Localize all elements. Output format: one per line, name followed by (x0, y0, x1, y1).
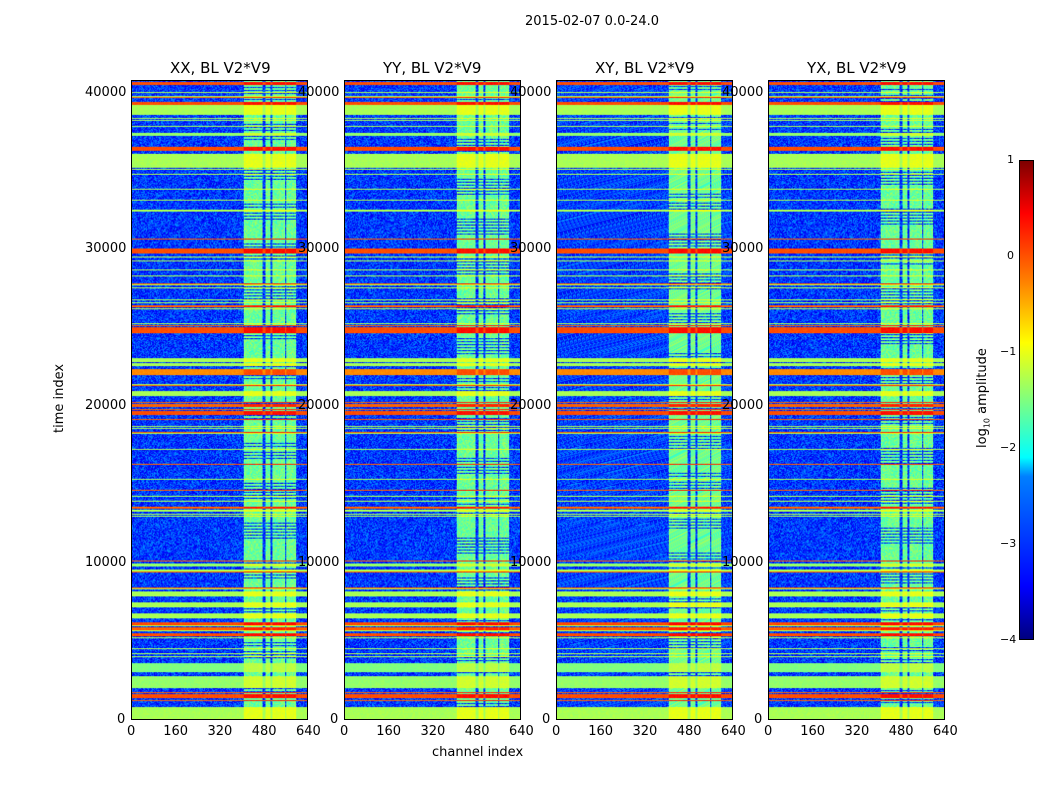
x-tick-label: 480 (464, 724, 490, 739)
x-tick-label: 320 (632, 724, 658, 739)
x-tick-label: 640 (933, 724, 958, 739)
y-tick-label: 0 (330, 712, 339, 727)
y-tick-label: 10000 (298, 555, 340, 571)
y-tick-label: 0 (117, 712, 126, 727)
x-tick-label: 320 (420, 724, 446, 739)
y-tick-label: 20000 (85, 398, 127, 414)
x-tick-label: 480 (251, 724, 277, 739)
y-tick-label: 40000 (722, 84, 764, 100)
figure-title: 2015-02-07 0.0-24.0 (525, 14, 659, 29)
panel-title: YX, BL V2*V9 (807, 59, 907, 77)
y-tick-label: 20000 (722, 398, 764, 414)
x-tick-label: 640 (721, 724, 746, 739)
x-tick-label: 320 (207, 724, 233, 739)
x-tick-label: 0 (340, 724, 349, 739)
x-tick-label: 640 (509, 724, 534, 739)
panel-title: YY, BL V2*V9 (383, 59, 482, 77)
y-tick-label: 30000 (510, 241, 552, 257)
heatmap-image (345, 81, 520, 719)
y-tick-label: 0 (754, 712, 763, 727)
y-tick-label: 30000 (85, 241, 127, 257)
y-tick-label: 40000 (298, 84, 340, 100)
y-tick-label: 40000 (510, 84, 552, 100)
colorbar-label: log10 amplitude (975, 348, 992, 448)
heatmap-image (769, 81, 944, 719)
x-tick-label: 480 (888, 724, 914, 739)
x-tick-label: 480 (676, 724, 702, 739)
y-tick-label: 30000 (298, 241, 340, 257)
x-tick-label: 320 (844, 724, 870, 739)
y-tick-label: 40000 (85, 84, 127, 100)
colorbar-tick-label: −2 (1000, 441, 1017, 454)
x-axis-label: channel index (432, 745, 524, 760)
x-tick-label: 160 (376, 724, 402, 739)
x-tick-label: 0 (127, 724, 136, 739)
heatmap-panel-2 (556, 80, 733, 720)
panel-title: XY, BL V2*V9 (595, 59, 695, 77)
y-tick-label: 20000 (510, 398, 552, 414)
heatmap-panel-3 (768, 80, 945, 720)
colorbar-tick-label: −3 (1000, 537, 1017, 550)
x-tick-label: 640 (296, 724, 321, 739)
x-tick-label: 160 (163, 724, 189, 739)
heatmap-image (132, 81, 307, 719)
y-tick-label: 10000 (85, 555, 127, 571)
y-tick-label: 20000 (298, 398, 340, 414)
heatmap-image (557, 81, 732, 719)
y-tick-label: 10000 (510, 555, 552, 571)
colorbar-tick-label: −1 (1000, 345, 1017, 358)
colorbar (1019, 160, 1034, 640)
heatmap-panel-0 (131, 80, 308, 720)
heatmap-panel-1 (344, 80, 521, 720)
x-tick-label: 0 (764, 724, 773, 739)
colorbar-tick-label: −4 (1000, 633, 1017, 646)
colorbar-tick-label: 1 (1007, 153, 1014, 166)
y-tick-label: 30000 (722, 241, 764, 257)
x-tick-label: 0 (552, 724, 561, 739)
y-tick-label: 0 (542, 712, 551, 727)
panel-title: XX, BL V2*V9 (170, 59, 271, 77)
y-axis-label: time index (52, 363, 67, 433)
colorbar-tick-label: 0 (1007, 249, 1014, 262)
x-tick-label: 160 (588, 724, 614, 739)
y-tick-label: 10000 (722, 555, 764, 571)
x-tick-label: 160 (800, 724, 826, 739)
